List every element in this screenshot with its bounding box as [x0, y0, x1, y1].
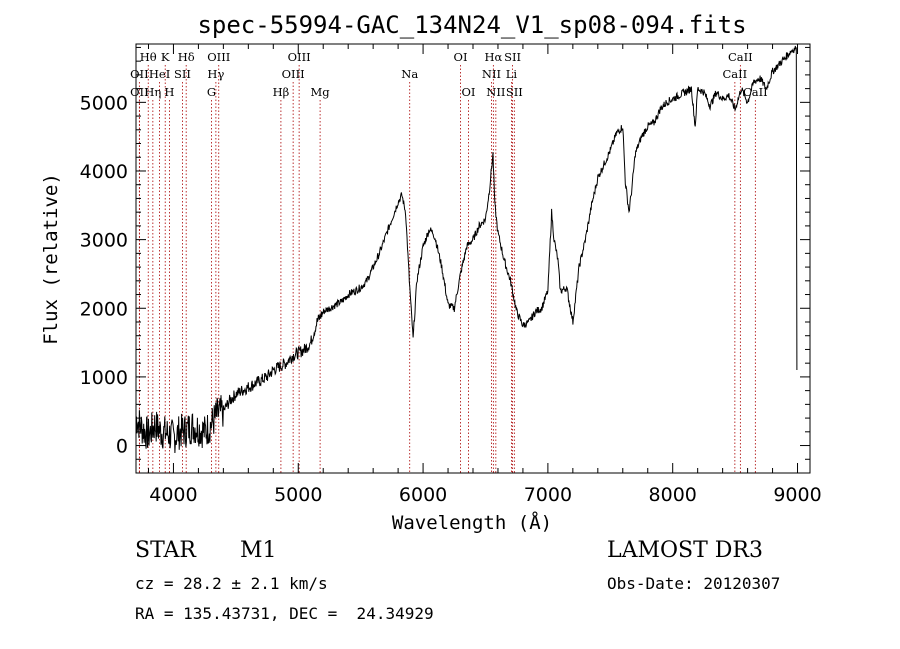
object-subclass: M1: [240, 538, 277, 563]
emission-line-label: HeI: [149, 67, 170, 81]
emission-line-label: OIII: [288, 50, 311, 64]
emission-line-label: Mg: [311, 85, 331, 99]
plot-frame: [135, 43, 811, 474]
emission-line-label: NII: [486, 85, 505, 99]
chart-title: spec-55994-GAC_134N24_V1_sp08-094.fits: [197, 11, 746, 39]
x-tick-label: 5000: [274, 484, 322, 506]
observation-date: Obs-Date: 20120307: [607, 574, 781, 593]
emission-line-label: Hθ: [140, 50, 157, 64]
emission-line-label: Hδ: [178, 50, 195, 64]
emission-line-label: Hη: [144, 85, 161, 99]
y-tick-label: 3000: [80, 230, 128, 252]
survey-name: LAMOST DR3: [607, 538, 763, 563]
emission-line-label: G: [207, 85, 216, 99]
y-axis-label: Flux (relative): [40, 173, 62, 345]
emission-line-label: NII: [482, 67, 501, 81]
y-tick-label: 4000: [80, 161, 128, 183]
emission-line-label: OII: [130, 85, 149, 99]
y-tick-label: 1000: [80, 367, 128, 389]
emission-line-label: K: [161, 50, 170, 64]
emission-line-label: SII: [504, 50, 521, 64]
emission-line-label: Na: [401, 67, 418, 81]
emission-line-label: SII: [174, 67, 191, 81]
emission-line-label: OI: [454, 50, 468, 64]
redshift-velocity: cz = 28.2 ± 2.1 km/s: [135, 574, 328, 593]
emission-line-label: CaII: [722, 67, 747, 81]
coordinates: RA = 135.43731, DEC = 24.34929: [135, 604, 434, 623]
x-tick-label: 7000: [524, 484, 572, 506]
x-axis-ticks: 4000 5000 6000 7000 8000 9000: [147, 44, 822, 506]
x-axis-label: Wavelength (Å): [392, 511, 552, 534]
emission-line-label: H: [164, 85, 174, 99]
y-tick-label: 5000: [80, 92, 128, 114]
x-tick-label: 9000: [773, 484, 821, 506]
x-tick-label: 6000: [399, 484, 447, 506]
emission-line-label: OIII: [282, 67, 305, 81]
emission-line-markers: [138, 65, 756, 473]
emission-line-label: Hα: [484, 50, 502, 64]
object-class: STAR: [135, 538, 196, 563]
y-axis-ticks: 0 1000 2000 3000 4000 5000: [80, 46, 810, 460]
emission-line-label: OI: [462, 85, 476, 99]
emission-line-label: CaII: [728, 50, 753, 64]
emission-line-label: Hγ: [207, 67, 224, 81]
emission-line-label: SII: [506, 85, 523, 99]
y-tick-label: 0: [116, 436, 128, 458]
spectrum-series-line: [135, 45, 798, 454]
emission-line-label: CaII: [743, 85, 768, 99]
y-tick-label: 2000: [80, 298, 128, 320]
x-tick-label: 8000: [649, 484, 697, 506]
x-tick-label: 4000: [149, 484, 197, 506]
emission-line-label: Hβ: [273, 85, 290, 99]
emission-line-label: Li: [506, 67, 518, 81]
emission-line-label: OII: [130, 67, 149, 81]
emission-line-label: OIII: [207, 50, 230, 64]
